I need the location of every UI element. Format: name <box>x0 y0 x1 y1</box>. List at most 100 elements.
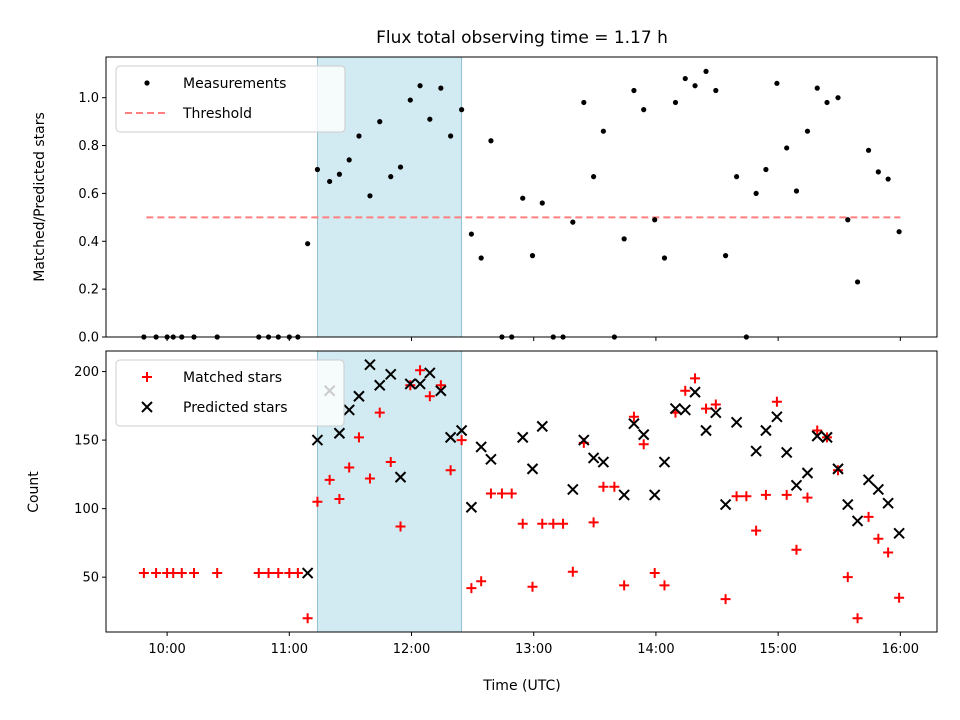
matched-star-point <box>374 407 385 418</box>
matched-star-point <box>680 385 691 396</box>
matched-star-point <box>273 568 284 579</box>
measurement-point <box>417 83 423 89</box>
measurement-point <box>356 133 362 139</box>
predicted-star-point <box>414 378 426 390</box>
legend-marker-x <box>141 401 153 413</box>
matched-star-point <box>619 580 630 591</box>
matched-star-point <box>852 613 863 624</box>
measurement-point <box>641 107 647 113</box>
measurement-point <box>397 164 404 170</box>
legend-box <box>115 65 346 133</box>
predicted-star-point <box>780 446 793 459</box>
predicted-star-point <box>689 386 701 398</box>
matched-star-point <box>741 491 752 502</box>
legend-label: Predicted stars <box>183 400 288 416</box>
measurement-point <box>314 166 321 173</box>
matched-star-point <box>188 568 199 579</box>
predicted-star-point <box>301 567 314 579</box>
matched-star-point <box>894 592 905 603</box>
matched-star-point <box>751 525 762 536</box>
matched-star-point <box>506 488 517 499</box>
measurement-point <box>407 97 413 103</box>
measurement-point <box>793 188 800 194</box>
axes-frame <box>105 56 938 338</box>
measurement-point <box>459 107 465 113</box>
x-tick-label: 10:00 <box>148 642 185 657</box>
predicted-star-point <box>730 416 743 428</box>
y-axis-label-ratio: Matched/Predicted stars <box>32 112 48 282</box>
predicted-star-point <box>517 431 529 444</box>
measurement-point <box>804 128 811 134</box>
predicted-star-point <box>842 498 854 511</box>
legend-label: Matched stars <box>183 370 282 386</box>
matched-star-point <box>567 566 578 577</box>
predicted-star-point <box>832 463 844 475</box>
axes-frame <box>105 350 938 633</box>
y-tick-label: 0.6 <box>78 187 99 202</box>
matched-star-point <box>284 568 295 579</box>
measurement-point <box>784 145 790 151</box>
matched-star-point <box>138 568 149 579</box>
x-tick-label: 15:00 <box>759 642 796 657</box>
matched-star-point <box>731 491 742 502</box>
predicted-star-point <box>597 456 610 468</box>
measurement-point <box>703 68 709 74</box>
x-tick-label: 14:00 <box>637 642 674 657</box>
measurement-point <box>478 255 484 261</box>
ratio-panel: 0.0 0.2 0.4 0.6 0.8 1.0 Measurements Threshold <box>78 56 938 346</box>
measurement-point <box>885 176 891 182</box>
predicted-star-point <box>893 527 905 540</box>
measurement-point <box>814 85 820 91</box>
y-tick-label: 200 <box>74 365 99 380</box>
matched-star-point <box>435 380 446 391</box>
matched-star-point <box>263 568 274 579</box>
predicted-star-point <box>333 427 346 439</box>
matched-star-point <box>771 396 782 407</box>
predicted-star-point <box>862 474 875 486</box>
matched-star-point <box>527 581 538 592</box>
measurement-point <box>367 193 373 199</box>
measurement-point <box>529 253 536 259</box>
matched-star-point <box>364 473 375 484</box>
matched-star-point <box>476 576 487 587</box>
measurement-point <box>448 133 454 139</box>
matched-star-point <box>781 489 792 500</box>
y-tick-label: 1.0 <box>78 91 99 106</box>
measurement-point <box>591 174 597 180</box>
predicted-star-point <box>658 456 671 468</box>
measurement-point <box>570 219 576 225</box>
predicted-star-point <box>760 424 772 437</box>
matched-star-point <box>424 391 435 402</box>
predicted-star-point <box>790 479 803 492</box>
matched-star-point <box>302 613 313 624</box>
measurement-point <box>875 169 881 175</box>
measurement-point <box>661 255 668 261</box>
y-tick-label: 0.8 <box>78 139 99 154</box>
predicted-star-point <box>567 483 579 496</box>
measurement-point <box>682 75 688 82</box>
predicted-star-point <box>618 489 630 501</box>
predicted-star-point <box>311 434 324 446</box>
matched-star-point <box>659 580 670 591</box>
matched-star-point <box>312 496 323 507</box>
matched-star-point <box>212 568 223 579</box>
matched-star-point <box>649 568 660 579</box>
y-tick-label: 0.4 <box>78 235 99 250</box>
matched-star-point <box>842 572 853 583</box>
y-tick-label: 50 <box>82 571 99 586</box>
measurement-point <box>631 87 637 94</box>
matched-star-point <box>151 568 162 579</box>
legend-marker-dot <box>144 80 150 86</box>
predicted-star-point <box>851 515 864 527</box>
predicted-star-point <box>710 406 722 419</box>
matched-star-point <box>176 568 187 579</box>
matched-star-point <box>445 465 456 476</box>
y-tick-label: 150 <box>74 434 99 449</box>
predicted-star-point <box>374 379 386 391</box>
measurement-point <box>865 147 872 153</box>
measurement-point <box>621 236 627 242</box>
predicted-star-point <box>404 378 417 390</box>
measurement-point <box>346 157 352 163</box>
legend-box <box>115 359 345 427</box>
